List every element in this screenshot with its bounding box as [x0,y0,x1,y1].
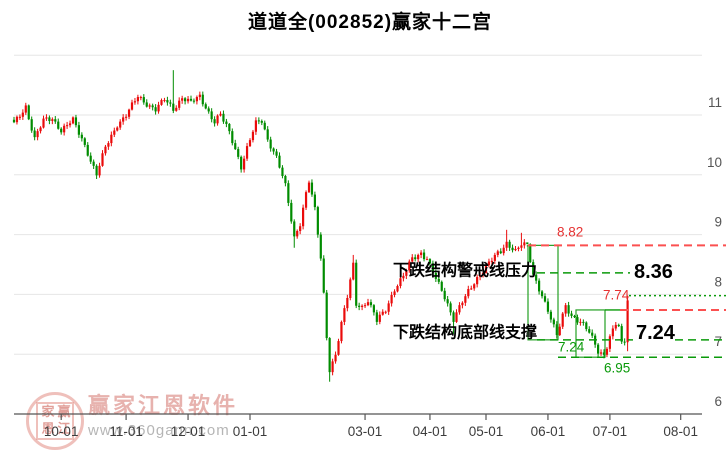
chart-annotation: 下跌结构警戒线压力 [393,261,537,280]
y-tick-label: 6 [714,394,722,409]
y-tick-label: 11 [708,95,722,110]
x-tick-label: 12-01 [171,424,206,439]
x-tick-label: 07-01 [593,424,628,439]
seal-char: 恩 [41,421,55,436]
y-tick-label: 9 [714,215,722,230]
candles-layer [12,70,629,382]
chart-annotation: 8.36 [634,261,673,283]
y-axis-labels: 6 7 8 9 10 11 [707,95,722,409]
y-tick-label: 7 [714,334,722,349]
levels-layer [527,244,726,358]
x-tick-label: 04-01 [413,424,448,439]
x-tick-label: 01-01 [233,424,268,439]
y-tick-label: 10 [707,155,722,170]
gridlines-layer [14,54,702,355]
x-tick-label: 10-01 [44,424,79,439]
x-tick-label: 05-01 [469,424,504,439]
seal-char: 江 [57,421,71,436]
watermark-url-text: www.360gann.com [88,422,230,439]
chart-labels-layer: 下跌结构警戒线压力 8.36 下跌结构底部线支撑 7.24 8.82 7.74 7.24 6.… [393,225,676,376]
x-tick-label: 06-01 [531,424,566,439]
chart-annotation: 7.24 [558,340,585,355]
chart-annotation: 7.24 [636,322,676,344]
x-tick-label: 11-01 [109,424,143,439]
seal-char: 家 [41,404,55,419]
chart-annotation: 8.82 [557,225,583,240]
y-tick-label: 8 [714,274,722,289]
chart-annotation: 6.95 [604,361,630,376]
x-axis: 10-01 11-01 12-01 01-01 03-01 04-01 05-01 06-01… [14,413,702,439]
x-tick-label: 03-01 [348,424,383,439]
x-tick-label: 08-01 [663,424,698,439]
chart-annotation: 下跌结构底部线支撑 [393,323,537,342]
chart-annotation: 7.74 [603,288,630,303]
chart-title: 道道全(002852)赢家十二宫 [247,12,493,33]
